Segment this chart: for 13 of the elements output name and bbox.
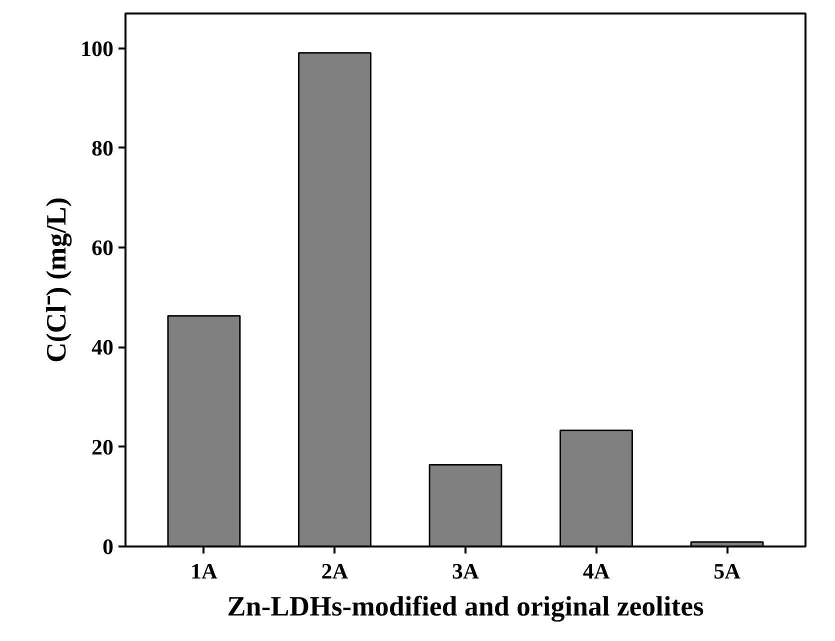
x-tick-label: 4A <box>582 558 610 584</box>
y-tick-label: 100 <box>80 36 114 61</box>
y-axis-title: C(Cl⁻) (mg/L) <box>42 197 72 363</box>
y-tick-label: 60 <box>92 235 114 260</box>
y-tick-label: 40 <box>92 334 114 360</box>
y-tick-label: 0 <box>102 534 114 559</box>
x-tick-label: 2A <box>321 558 348 584</box>
y-tick-label: 20 <box>92 434 114 460</box>
y-tick-label: 80 <box>92 135 114 160</box>
x-tick-label: 5A <box>714 558 741 584</box>
x-axis-title: Zn-LDHs-modified and original zeolites <box>227 592 704 622</box>
x-tick-label: 1A <box>190 558 218 584</box>
x-tick-label: 3A <box>452 558 480 584</box>
